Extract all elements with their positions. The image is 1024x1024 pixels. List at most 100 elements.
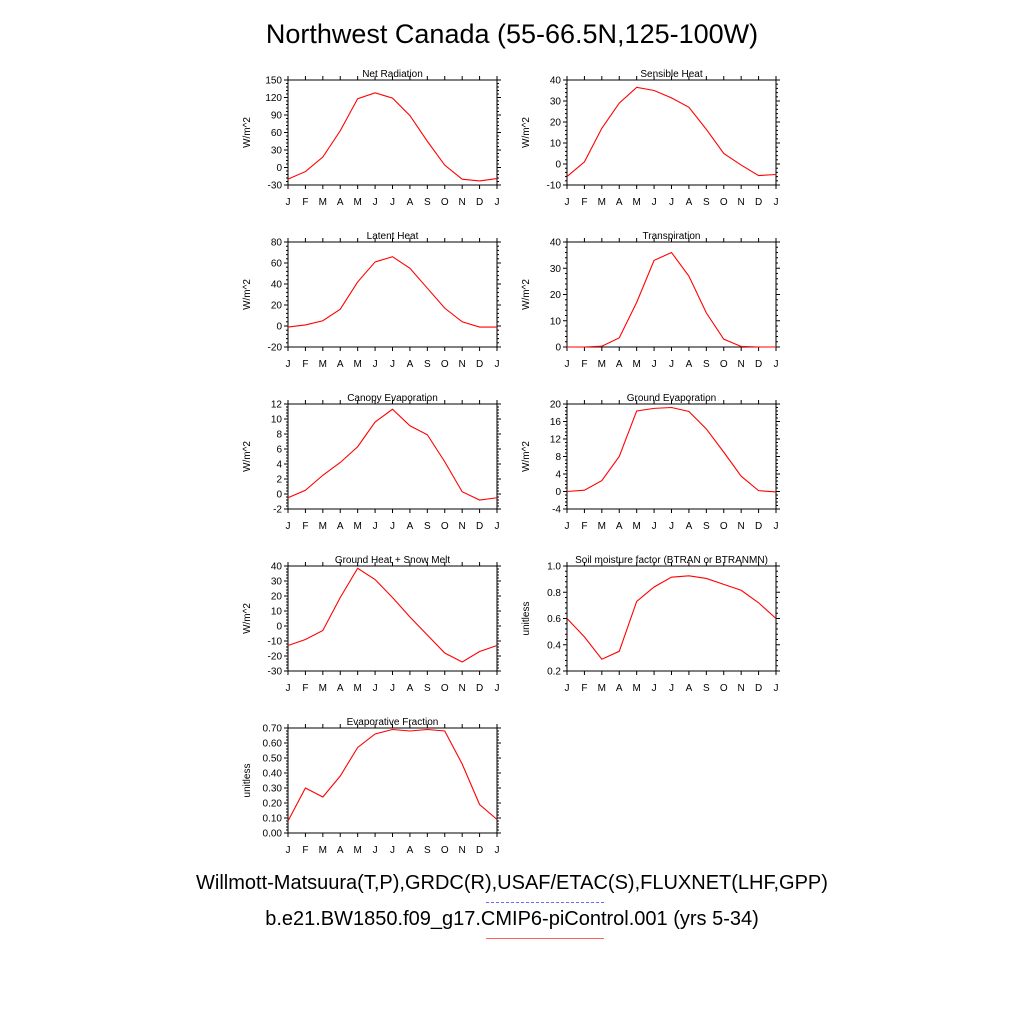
plot-frame: [287, 565, 498, 672]
x-tick-label: J: [652, 359, 657, 370]
series-line-0: [287, 728, 498, 822]
x-tick-label: O: [720, 359, 728, 370]
x-tick-label: M: [632, 521, 640, 532]
y-tick-label: 20: [550, 290, 562, 301]
x-tick-label: A: [686, 521, 693, 532]
x-tick-label: J: [286, 359, 291, 370]
y-axis-label: unitless: [521, 602, 532, 636]
x-tick-label: M: [632, 683, 640, 694]
legend-obs-swatch: [486, 902, 604, 903]
x-tick-label: J: [495, 683, 500, 694]
series-line-0: [287, 408, 498, 501]
y-tick-label: 40: [550, 238, 562, 249]
x-tick-label: J: [390, 521, 395, 532]
x-tick-label: J: [373, 845, 378, 856]
y-axis-label: unitless: [242, 764, 253, 798]
x-tick-label: J: [495, 359, 500, 370]
panel-title: Latent Heat: [367, 231, 419, 242]
y-tick-label: -10: [547, 181, 562, 192]
x-tick-label: A: [337, 197, 344, 208]
x-tick-label: D: [755, 197, 762, 208]
x-tick-label: J: [652, 197, 657, 208]
x-tick-label: J: [565, 683, 570, 694]
x-tick-label: O: [441, 197, 449, 208]
y-tick-label: 0: [555, 343, 561, 354]
y-tick-label: -20: [268, 343, 283, 354]
x-tick-label: J: [286, 683, 291, 694]
x-tick-label: D: [755, 683, 762, 694]
x-tick-label: D: [476, 197, 483, 208]
y-tick-label: 10: [271, 415, 283, 426]
x-tick-label: N: [738, 359, 745, 370]
y-tick-label: 0: [276, 490, 282, 501]
y-tick-label: 0.50: [263, 754, 283, 765]
panel-title: Evaporative Fraction: [347, 717, 439, 728]
x-tick-label: M: [598, 683, 606, 694]
panel-7: Soil moisture factor (BTRAN or BTRANMN) 0…: [521, 555, 780, 694]
y-tick-label: 0: [276, 622, 282, 633]
y-tick-label: 10: [550, 139, 562, 150]
plot-frame: [287, 79, 498, 186]
x-tick-label: A: [407, 521, 414, 532]
x-tick-label: A: [616, 683, 623, 694]
panel-8: Evaporative Fraction 0.00 0.10 0.20 0.30 0.40…: [242, 717, 501, 856]
x-tick-label: A: [616, 197, 623, 208]
x-tick-label: F: [581, 197, 587, 208]
y-tick-label: 30: [550, 97, 562, 108]
x-tick-label: J: [286, 521, 291, 532]
x-tick-label: J: [495, 845, 500, 856]
y-tick-label: 12: [550, 435, 562, 446]
x-tick-label: J: [495, 197, 500, 208]
page-title: Northwest Canada (55-66.5N,125-100W): [265, 19, 759, 49]
panel-title: Sensible Heat: [640, 69, 702, 80]
panel-title: Canopy Evaporation: [347, 393, 438, 404]
x-tick-label: J: [669, 683, 674, 694]
x-tick-label: J: [652, 521, 657, 532]
x-tick-label: D: [476, 521, 483, 532]
y-tick-label: 20: [550, 400, 562, 411]
x-tick-label: J: [774, 359, 779, 370]
x-tick-label: M: [319, 683, 327, 694]
y-tick-label: 40: [271, 280, 283, 291]
x-tick-label: J: [669, 521, 674, 532]
x-tick-label: N: [459, 683, 466, 694]
y-tick-label: 0: [555, 487, 561, 498]
legend-model-label: b.e21.BW1850.f09_g17.CMIP6-piControl.001…: [265, 908, 759, 930]
y-tick-label: 0.20: [263, 799, 283, 810]
x-tick-label: J: [286, 845, 291, 856]
x-tick-label: D: [476, 683, 483, 694]
x-tick-label: F: [302, 845, 308, 856]
x-tick-label: J: [774, 197, 779, 208]
x-tick-label: A: [686, 683, 693, 694]
x-tick-label: O: [441, 683, 449, 694]
y-tick-label: -4: [552, 505, 561, 516]
y-axis-label: W/m^2: [521, 279, 532, 310]
y-tick-label: 4: [555, 470, 561, 481]
series-line-0: [287, 567, 498, 663]
y-tick-label: 30: [271, 577, 283, 588]
y-tick-label: 10: [271, 607, 283, 618]
x-tick-label: N: [738, 683, 745, 694]
y-tick-label: 20: [271, 301, 283, 312]
y-tick-label: 1.0: [547, 562, 561, 573]
x-tick-label: A: [337, 359, 344, 370]
panel-title: Net Radiation: [362, 69, 423, 80]
x-tick-label: J: [669, 197, 674, 208]
x-tick-label: J: [774, 521, 779, 532]
series-line-0: [566, 406, 777, 493]
plot-frame: [566, 403, 777, 510]
y-tick-label: 0.6: [547, 614, 561, 625]
x-tick-label: N: [459, 197, 466, 208]
x-tick-label: S: [703, 521, 710, 532]
x-tick-label: M: [598, 359, 606, 370]
x-tick-label: N: [738, 197, 745, 208]
y-tick-label: 0.70: [263, 724, 283, 735]
y-tick-label: 40: [271, 562, 283, 573]
x-tick-label: F: [581, 521, 587, 532]
x-tick-label: F: [302, 359, 308, 370]
